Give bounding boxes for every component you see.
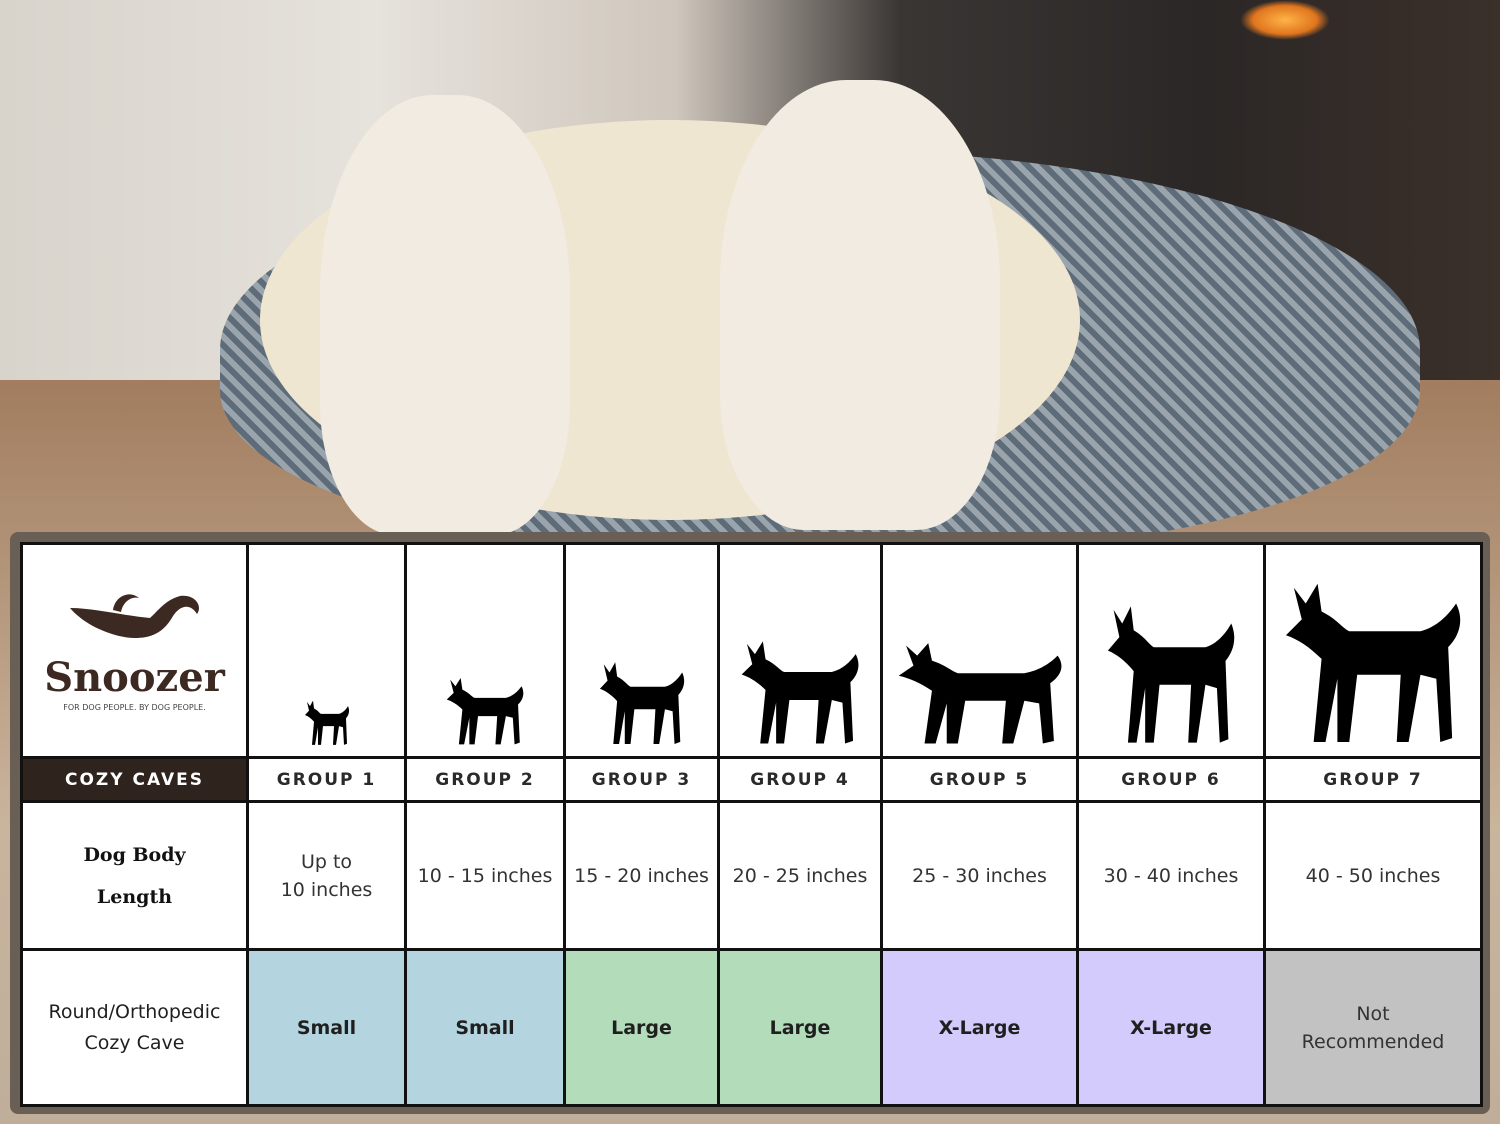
boston-terrier-silhouette-icon xyxy=(599,662,684,744)
size-cell: Not Recommended xyxy=(1263,948,1483,1107)
group-7-silhouette xyxy=(1263,542,1483,759)
bed-size-label: Round/Orthopedic Cozy Cave xyxy=(20,948,249,1107)
size-cell: Small xyxy=(404,948,566,1107)
length-cell: 30 - 40 inches xyxy=(1076,800,1266,951)
product-line-label: COZY CAVES xyxy=(20,756,249,803)
dog-left xyxy=(320,95,570,535)
group-4-silhouette xyxy=(717,542,883,759)
group-header: GROUP 3 xyxy=(563,756,720,803)
size-cell: Large xyxy=(717,948,883,1107)
size-chart: Snoozer FOR DOG PEOPLE. BY DOG PEOPLE. C… xyxy=(20,542,1483,1107)
length-cell: 25 - 30 inches xyxy=(880,800,1079,951)
group-header: GROUP 2 xyxy=(404,756,566,803)
sleeping-dog-logo-icon xyxy=(69,593,199,638)
dog-right xyxy=(720,80,1000,530)
group-6-silhouette xyxy=(1076,542,1266,759)
length-cell: Up to 10 inches xyxy=(246,800,407,951)
brand-logo: Snoozer FOR DOG PEOPLE. BY DOG PEOPLE. xyxy=(20,542,249,759)
group-header: GROUP 6 xyxy=(1076,756,1266,803)
length-cell: 15 - 20 inches xyxy=(563,800,720,951)
size-cell: X-Large xyxy=(1076,948,1266,1107)
body-length-label: Dog Body Length xyxy=(20,800,249,951)
group-header-row: COZY CAVES GROUP 1 GROUP 2 GROUP 3 GROUP… xyxy=(20,756,1483,803)
length-cell: 10 - 15 inches xyxy=(404,800,566,951)
pomeranian-silhouette-icon xyxy=(446,677,524,745)
group-header: GROUP 5 xyxy=(880,756,1079,803)
size-cell: X-Large xyxy=(880,948,1079,1107)
doberman-silhouette-icon xyxy=(1107,606,1235,743)
fireplace xyxy=(1240,0,1330,40)
bed-size-row: Round/Orthopedic Cozy Cave Small Small La… xyxy=(20,948,1483,1107)
group-header: GROUP 4 xyxy=(717,756,883,803)
size-cell: Large xyxy=(563,948,720,1107)
chihuahua-silhouette-icon xyxy=(304,700,349,745)
length-cell: 20 - 25 inches xyxy=(717,800,883,951)
golden-retriever-silhouette-icon xyxy=(898,643,1061,744)
husky-silhouette-icon xyxy=(741,641,859,744)
size-cell: Small xyxy=(246,948,407,1107)
great-dane-silhouette-icon xyxy=(1285,583,1461,743)
group-header: GROUP 1 xyxy=(246,756,407,803)
length-cell: 40 - 50 inches xyxy=(1263,800,1483,951)
group-1-silhouette xyxy=(246,542,407,759)
body-length-row: Dog Body Length Up to 10 inches 10 - 15 in… xyxy=(20,800,1483,951)
silhouette-row: Snoozer FOR DOG PEOPLE. BY DOG PEOPLE. xyxy=(20,542,1483,759)
group-5-silhouette xyxy=(880,542,1079,759)
group-header: GROUP 7 xyxy=(1263,756,1483,803)
group-2-silhouette xyxy=(404,542,566,759)
group-3-silhouette xyxy=(563,542,720,759)
